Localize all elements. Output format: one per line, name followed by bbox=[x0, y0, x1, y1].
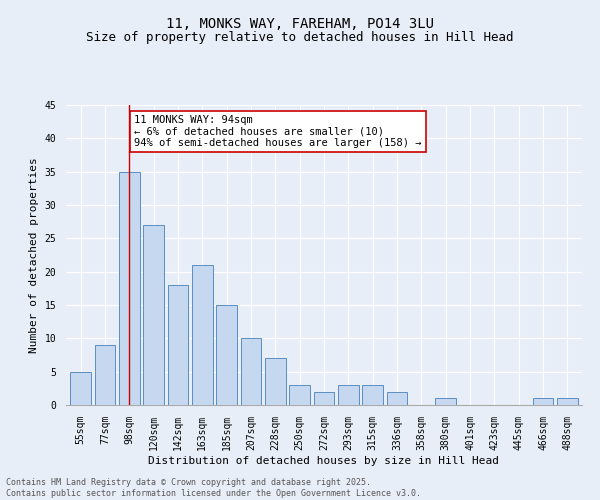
Bar bbox=[216, 305, 237, 405]
Bar bbox=[386, 392, 407, 405]
Bar bbox=[119, 172, 140, 405]
Bar bbox=[533, 398, 553, 405]
Y-axis label: Number of detached properties: Number of detached properties bbox=[29, 157, 39, 353]
Bar bbox=[265, 358, 286, 405]
Bar bbox=[70, 372, 91, 405]
Bar bbox=[362, 385, 383, 405]
Text: Contains HM Land Registry data © Crown copyright and database right 2025.
Contai: Contains HM Land Registry data © Crown c… bbox=[6, 478, 421, 498]
X-axis label: Distribution of detached houses by size in Hill Head: Distribution of detached houses by size … bbox=[149, 456, 499, 466]
Bar bbox=[436, 398, 456, 405]
Text: 11 MONKS WAY: 94sqm
← 6% of detached houses are smaller (10)
94% of semi-detache: 11 MONKS WAY: 94sqm ← 6% of detached hou… bbox=[134, 115, 422, 148]
Bar bbox=[95, 345, 115, 405]
Bar bbox=[314, 392, 334, 405]
Bar bbox=[557, 398, 578, 405]
Bar bbox=[143, 225, 164, 405]
Bar bbox=[167, 285, 188, 405]
Bar bbox=[241, 338, 262, 405]
Bar bbox=[289, 385, 310, 405]
Text: Size of property relative to detached houses in Hill Head: Size of property relative to detached ho… bbox=[86, 31, 514, 44]
Bar bbox=[338, 385, 359, 405]
Bar bbox=[192, 265, 212, 405]
Text: 11, MONKS WAY, FAREHAM, PO14 3LU: 11, MONKS WAY, FAREHAM, PO14 3LU bbox=[166, 18, 434, 32]
